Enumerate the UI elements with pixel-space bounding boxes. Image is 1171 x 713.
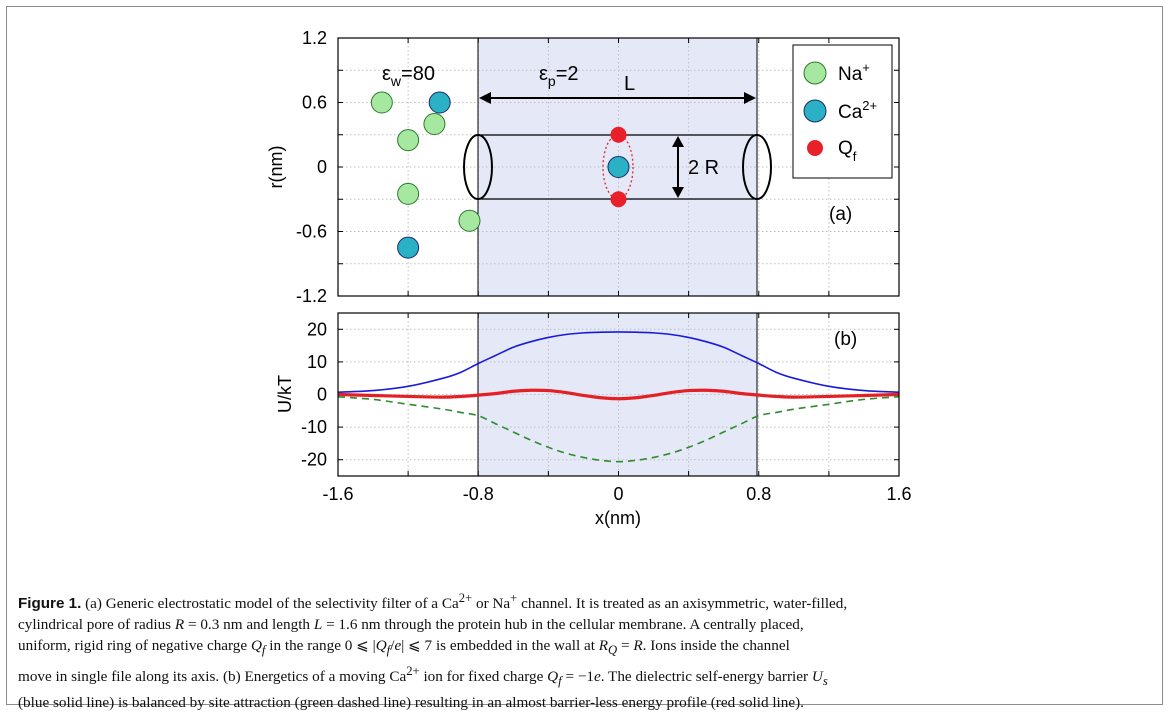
panel-b-xlabel: x(nm) bbox=[595, 508, 641, 528]
length-arrow bbox=[479, 92, 756, 104]
y-tick-label: 1.2 bbox=[302, 28, 327, 48]
eps-w-label: εw=80 bbox=[382, 63, 435, 89]
y-tick-label: -0.6 bbox=[296, 222, 327, 242]
x-tick-label: -0.8 bbox=[463, 484, 494, 504]
panel-a-yticklabels: 1.2 0.6 0 -0.6 -1.2 bbox=[296, 28, 327, 306]
panel-b-axes bbox=[337, 312, 900, 477]
legend: Na+ Ca2+ Qf bbox=[792, 44, 893, 179]
ca-ion-point bbox=[428, 91, 451, 114]
y-tick-label: -10 bbox=[301, 417, 327, 437]
radius-label: 2 R bbox=[688, 157, 719, 179]
panel-a-axes bbox=[337, 37, 900, 297]
y-tick-label: 10 bbox=[307, 352, 327, 372]
x-tick-label: -1.6 bbox=[322, 484, 353, 504]
panel-b-xticklabels: -1.6 -0.8 0 0.8 1.6 bbox=[322, 484, 911, 504]
legend-na-text: Na+ bbox=[838, 60, 870, 85]
panel-b-yticklabels: 20 10 0 -10 -20 bbox=[301, 319, 327, 469]
panel-b-grid bbox=[338, 313, 899, 476]
radius-arrow bbox=[672, 136, 684, 198]
na-ion-point bbox=[397, 182, 420, 205]
length-label: L bbox=[624, 73, 635, 95]
cylinder-right-end bbox=[742, 134, 772, 200]
y-tick-label: -1.2 bbox=[296, 286, 327, 306]
legend-qf-text: Qf bbox=[838, 138, 857, 164]
figure-plot: εw=80 εp=2 L 2 R (a) Na+ Ca2+ Qf r(nm) 1… bbox=[266, 28, 912, 528]
ion-markers bbox=[370, 91, 630, 259]
legend-qf-marker bbox=[807, 140, 823, 156]
blue-curve bbox=[338, 331, 899, 394]
panel-a: εw=80 εp=2 L 2 R (a) Na+ Ca2+ Qf r(nm) 1… bbox=[266, 28, 900, 306]
x-tick-label: 0.8 bbox=[746, 484, 771, 504]
legend-na-marker bbox=[803, 61, 827, 85]
y-tick-label: 0 bbox=[317, 385, 327, 405]
x-tick-label: 1.6 bbox=[886, 484, 911, 504]
panel-a-ylabel: r(nm) bbox=[266, 146, 286, 189]
legend-ca-marker bbox=[803, 99, 827, 123]
cylinder-left-end bbox=[463, 134, 493, 200]
green-curve bbox=[338, 395, 899, 463]
na-ion-point bbox=[370, 91, 393, 114]
na-ion-point bbox=[458, 209, 481, 232]
panel-b: (b) U/kT 20 10 0 -10 -20 -1.6 -0.8 0 0.8 1.6 x(n… bbox=[275, 312, 912, 528]
na-ion-point bbox=[423, 113, 446, 135]
figure-caption: Figure 1. (a) Generic electrostatic mode… bbox=[18, 591, 848, 712]
ca-ion-point bbox=[607, 156, 630, 178]
y-tick-label: 20 bbox=[307, 319, 327, 339]
na-ion-point bbox=[397, 129, 420, 152]
y-tick-label: -20 bbox=[301, 450, 327, 470]
y-tick-label: 0.6 bbox=[302, 93, 327, 113]
figure-label: Figure 1. bbox=[18, 595, 82, 613]
fixed-charge-point bbox=[610, 191, 627, 208]
legend-ca-text: Ca2+ bbox=[838, 98, 877, 123]
panel-a-label: (a) bbox=[829, 204, 852, 225]
panel-b-label: (b) bbox=[834, 329, 857, 350]
red-curve bbox=[338, 388, 899, 401]
y-tick-label: 0 bbox=[317, 157, 327, 177]
x-tick-label: 0 bbox=[613, 484, 623, 504]
ca-ion-point bbox=[397, 236, 420, 259]
figure-frame bbox=[6, 6, 1163, 705]
fixed-charge-point bbox=[610, 126, 627, 143]
eps-p-label: εp=2 bbox=[539, 63, 579, 89]
panel-b-ylabel: U/kT bbox=[275, 375, 295, 413]
